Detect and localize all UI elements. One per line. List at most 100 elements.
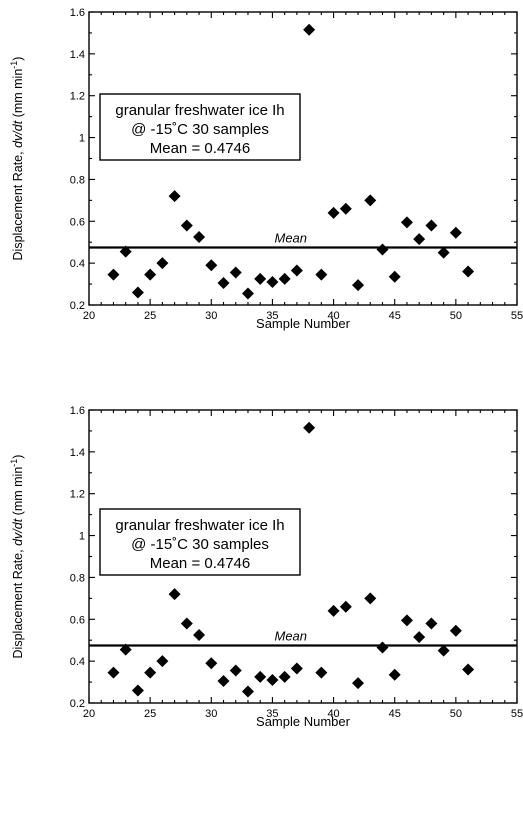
data-point [462,663,475,676]
data-point [449,226,462,239]
x-axis-label: Sample Number [256,316,351,331]
annotation-box [99,93,301,161]
data-point [425,617,438,630]
data-point [327,604,340,617]
annotation-line: @ -15˚C 30 samples [131,121,269,138]
data-point [400,614,413,627]
data-point [388,668,401,681]
y-tick-label: 1.4 [70,49,85,61]
y-axis-label: Displacement Rate, dv/dt (mm min-1) [9,57,25,261]
x-tick-label: 45 [389,310,401,322]
mean-label: Mean [275,629,308,644]
data-point [352,279,365,292]
data-point [144,268,157,281]
annotation-line: granular freshwater ice Ih [115,517,284,534]
data-point [339,600,352,613]
y-tick-label: 1.2 [70,91,85,103]
y-tick-label: 0.2 [70,698,85,710]
y-tick-label: 0.2 [70,300,85,312]
annotation-line: granular freshwater ice Ih [115,102,284,119]
y-tick-label: 0.4 [70,656,85,668]
data-point [254,670,267,683]
data-point [229,664,242,677]
data-point [205,259,218,272]
data-point [303,421,316,434]
data-point [229,266,242,279]
data-point [400,216,413,229]
data-point [339,202,352,215]
y-tick-label: 0.8 [70,174,85,186]
y-axis-label: Displacement Rate, dv/dt (mm min-1) [9,455,25,659]
x-tick-label: 30 [205,708,217,720]
data-point [131,684,144,697]
data-point [437,246,450,259]
annotation-line: @ -15˚C 30 samples [131,536,269,553]
data-point [144,666,157,679]
x-tick-label: 35 [266,708,278,720]
y-tick-label: 1 [79,133,85,145]
data-point [266,673,279,686]
data-point [303,23,316,36]
data-point [388,270,401,283]
y-tick-label: 1.6 [70,7,85,19]
data-point [254,272,267,285]
data-point [315,666,328,679]
y-tick-label: 1.6 [70,405,85,417]
data-point [290,264,303,277]
data-point [193,230,206,243]
x-tick-label: 35 [266,310,278,322]
data-point [217,675,230,688]
data-point [376,243,389,256]
data-point [119,643,132,656]
data-point [156,655,169,668]
data-point [364,194,377,207]
chart-2: 20 25 30 35 40 45 50 55 0.2 0.4 0.6 0.8 1 1.2 1.4 1.6 Sa… [9,405,523,729]
data-point [168,190,181,203]
data-point [413,631,426,644]
data-point [327,206,340,219]
mean-label: Mean [275,231,308,246]
data-point [315,268,328,281]
x-tick-label: 30 [205,310,217,322]
data-point [180,219,193,232]
data-point [425,219,438,232]
data-point [241,287,254,300]
data-point [156,257,169,270]
chart-1: 20 25 30 35 40 45 50 55 0.2 0.4 0.6 0.8 1 1.2 1.4 1.6 Sa… [9,7,523,331]
data-point [168,588,181,601]
y-tick-label: 1 [79,531,85,543]
y-tick-label: 1.4 [70,447,85,459]
data-point [241,685,254,698]
data-point [413,233,426,246]
data-point [290,662,303,675]
data-point [449,624,462,637]
data-point [376,641,389,654]
y-tick-label: 0.6 [70,614,85,626]
y-tick-label: 1.2 [70,489,85,501]
data-point [107,666,120,679]
y-tick-label: 0.6 [70,216,85,228]
annotation-box [99,508,301,576]
annotation-line: Mean = 0.4746 [150,140,251,157]
data-point [131,286,144,299]
x-tick-label: 50 [450,708,462,720]
data-point [205,657,218,670]
x-tick-label: 55 [511,310,523,322]
x-tick-label: 20 [83,708,95,720]
data-point [266,275,279,288]
data-point [278,272,291,285]
x-tick-label: 40 [327,708,339,720]
x-tick-label: 25 [144,708,156,720]
x-tick-label: 50 [450,310,462,322]
x-tick-label: 55 [511,708,523,720]
data-point [180,617,193,630]
x-tick-label: 20 [83,310,95,322]
x-tick-label: 45 [389,708,401,720]
x-tick-label: 25 [144,310,156,322]
data-point [437,644,450,657]
x-axis-label: Sample Number [256,714,351,729]
x-tick-label: 40 [327,310,339,322]
data-point [462,265,475,278]
data-point [352,677,365,690]
